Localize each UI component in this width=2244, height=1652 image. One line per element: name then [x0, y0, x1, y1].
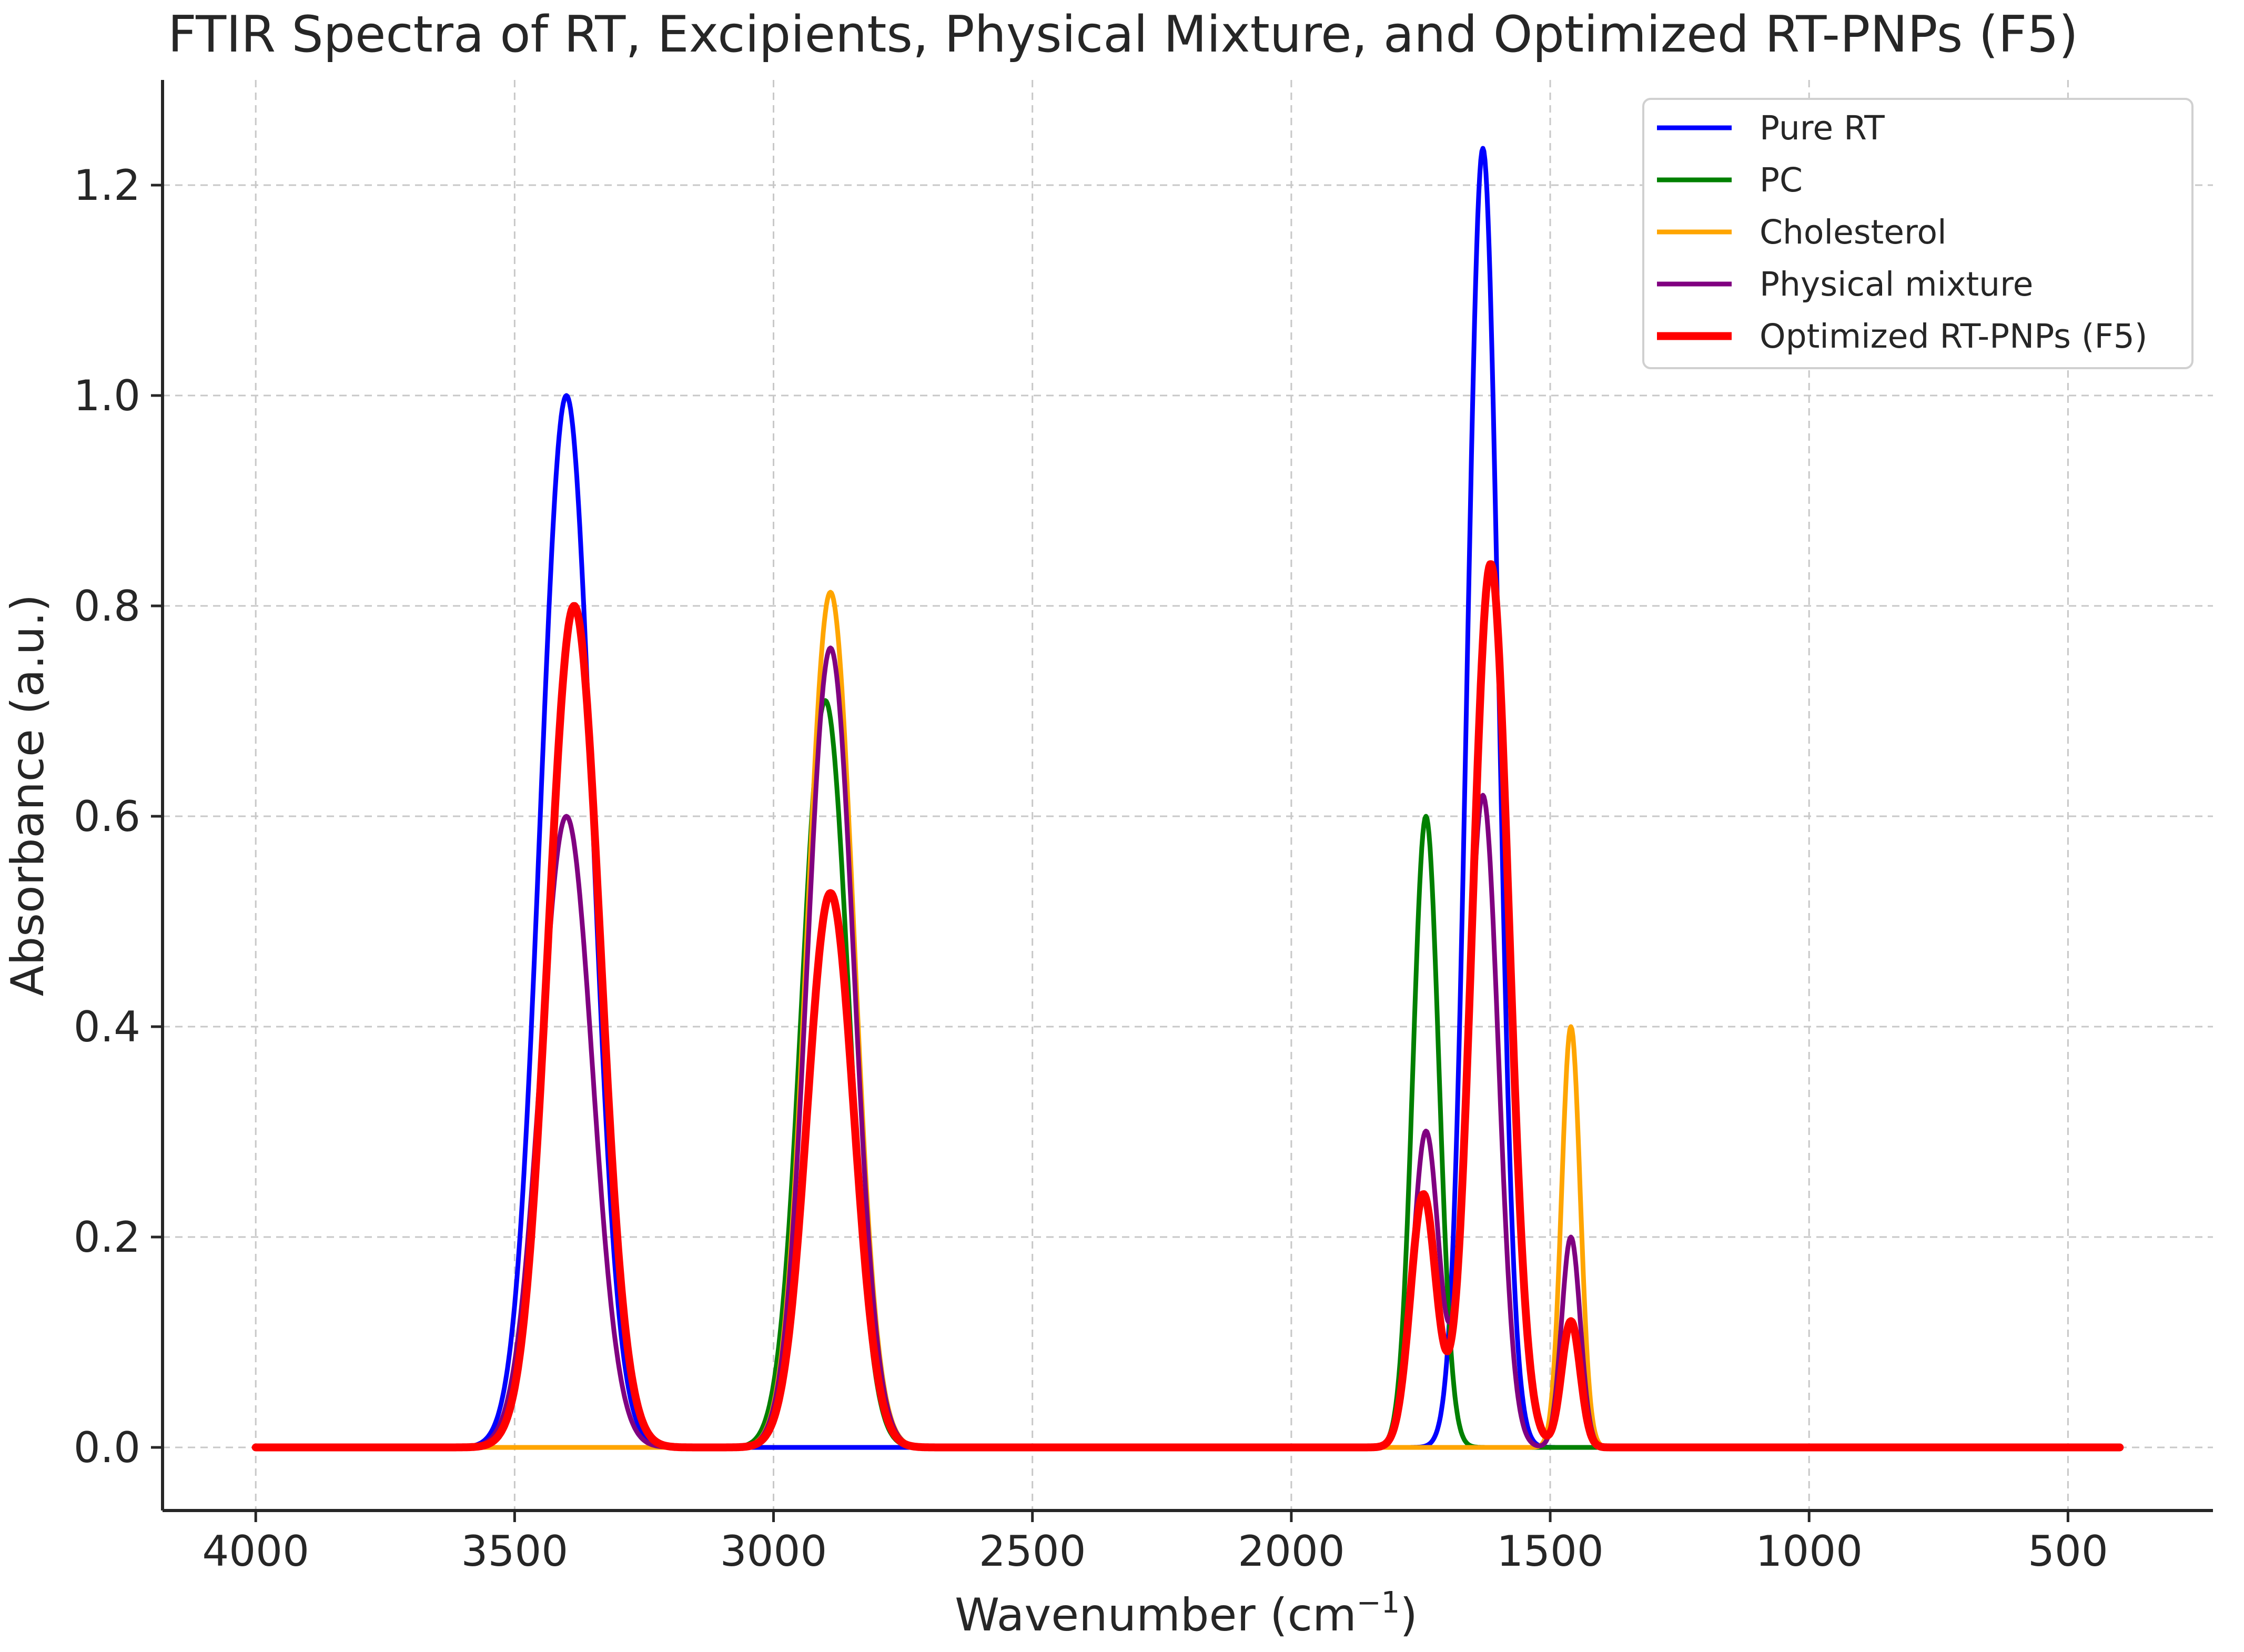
legend-label-pure-rt: Pure RT: [1760, 109, 1885, 147]
y-tick-label: 1.0: [74, 371, 140, 420]
x-axis-label-main: Wavenumber (cm: [955, 1589, 1357, 1641]
y-tick-label: 0.6: [74, 792, 140, 841]
series-line-physical-mixture: [253, 645, 2122, 1450]
x-axis-ticks: 4000 3500 3000 2500 2000 1500 1000 500: [202, 1511, 2108, 1576]
legend: Pure RT PC Cholesterol Physical mixture Opti…: [1642, 98, 2194, 369]
x-axis-label-superscript: −1: [1357, 1586, 1400, 1620]
x-tick-label: 2500: [979, 1527, 1086, 1576]
grid: [163, 80, 2213, 1511]
x-tick-label: 1000: [1755, 1527, 1863, 1576]
legend-box: [1642, 98, 2194, 369]
x-tick-label: 4000: [202, 1527, 309, 1576]
legend-label-pc: PC: [1760, 161, 1803, 199]
x-tick-label: 1500: [1497, 1527, 1604, 1576]
legend-label-cholesterol: Cholesterol: [1760, 213, 1947, 251]
x-tick-label: 500: [2028, 1527, 2108, 1576]
series-line-pc: [253, 698, 2122, 1450]
chart-title: FTIR Spectra of RT, Excipients, Physical…: [168, 6, 2078, 64]
y-axis-ticks: 0.0 0.2 0.4 0.6 0.8 1.0 1.2: [74, 161, 163, 1472]
x-axis-label: Wavenumber (cm−1): [955, 1586, 1418, 1641]
y-tick-label: 0.0: [74, 1423, 140, 1472]
legend-label-optimized-rt-pnps-f5: Optimized RT-PNPs (F5): [1760, 317, 2147, 356]
plot-series: [251, 146, 2124, 1452]
series-line-optimized-rt-pnps-f5: [251, 560, 2124, 1452]
y-tick-label: 0.8: [74, 582, 140, 631]
axes-spines: [161, 80, 2213, 1512]
x-axis-label-close: ): [1400, 1589, 1418, 1641]
legend-label-physical-mixture: Physical mixture: [1760, 265, 2033, 303]
y-tick-label: 0.2: [74, 1213, 140, 1262]
x-tick-label: 2000: [1238, 1527, 1345, 1576]
y-axis-label: Absorbance (a.u.): [2, 594, 54, 997]
x-tick-label: 3500: [461, 1527, 569, 1576]
y-tick-label: 0.4: [74, 1002, 140, 1051]
y-tick-label: 1.2: [74, 161, 140, 210]
x-tick-label: 3000: [720, 1527, 827, 1576]
series-line-cholesterol: [253, 590, 2122, 1450]
